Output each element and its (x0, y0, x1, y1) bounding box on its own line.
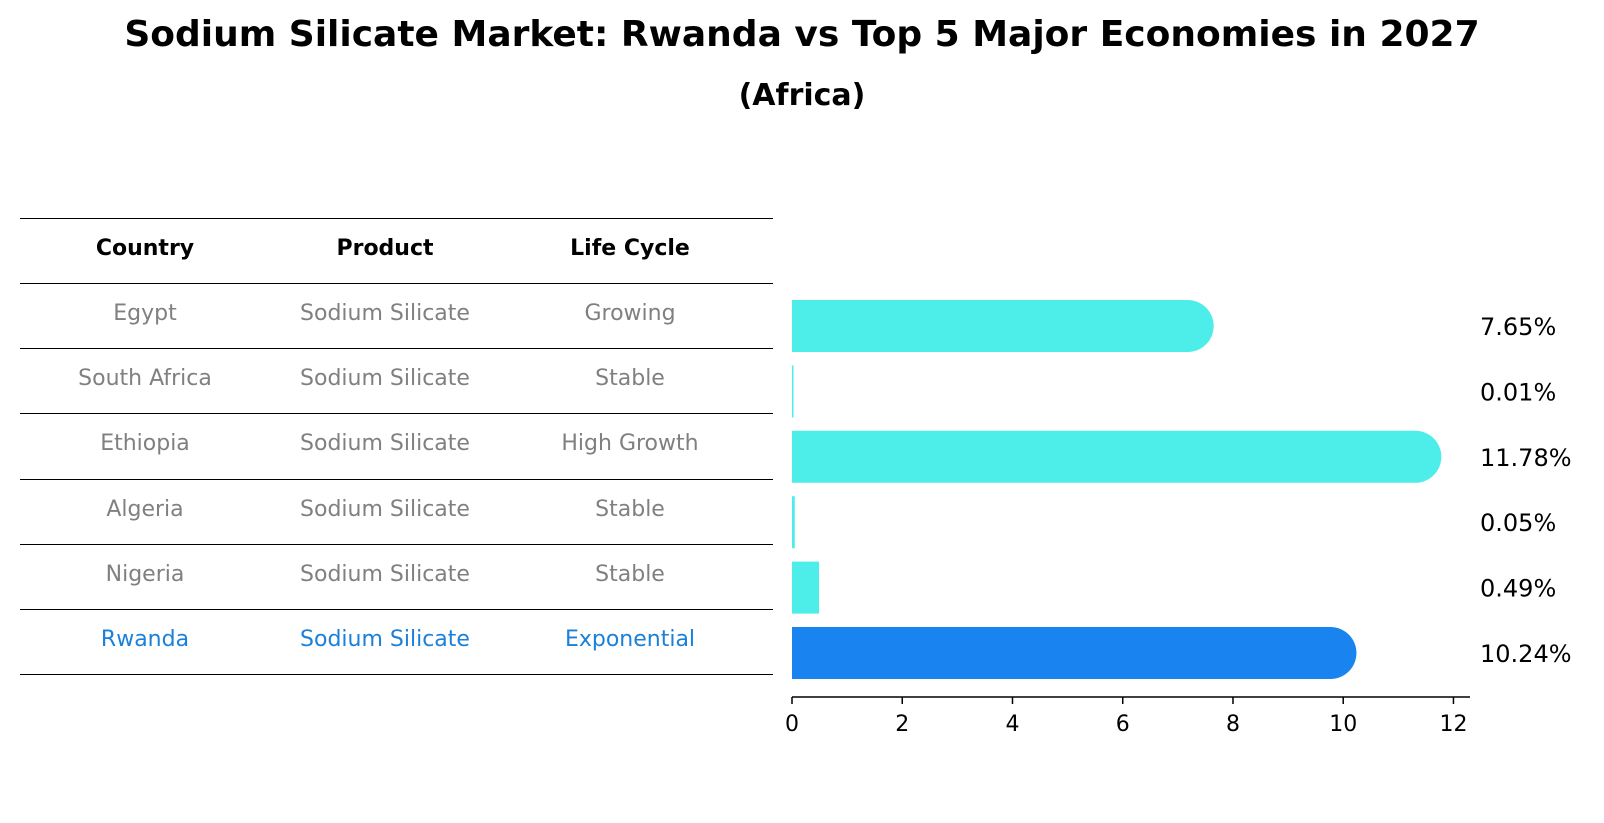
bar-ethiopia (792, 430, 1442, 483)
x-axis-ticks-group: 0 2 4 6 8 10 12 (785, 697, 1467, 737)
table-cell-country: Ethiopia (100, 431, 190, 456)
bar-rwanda (792, 627, 1357, 679)
table-cell-country: Algeria (106, 497, 184, 522)
bar-nigeria (792, 561, 820, 614)
x-tick-label: 6 (1116, 712, 1130, 737)
table-rule (20, 348, 773, 349)
table-rule (20, 479, 773, 480)
x-tick-label: 4 (1005, 712, 1019, 737)
table-rule-top (20, 218, 773, 219)
table-cell-country: Nigeria (105, 562, 185, 587)
x-tick-label: 0 (785, 712, 799, 737)
x-tick-label: 10 (1329, 712, 1357, 737)
x-tick-label: 8 (1226, 712, 1240, 737)
bar-south-africa (792, 365, 794, 418)
header-country: Country (95, 236, 195, 261)
x-tick-label: 2 (895, 712, 909, 737)
table-cell-product: Sodium Silicate (300, 562, 470, 587)
table-cell-life-cycle: Growing (584, 301, 676, 326)
value-label: 10.24% (1480, 640, 1572, 668)
table-cell-product: Sodium Silicate (300, 497, 470, 522)
table-cell-product: Sodium Silicate (300, 301, 470, 326)
chart-subtitle: (Africa) (738, 78, 866, 113)
value-label: 0.05% (1480, 509, 1556, 537)
table-cell-country: South Africa (78, 366, 212, 391)
header-life-cycle: Life Cycle (570, 236, 690, 261)
table-cell-life-cycle: Stable (595, 497, 665, 522)
table-cell-product: Sodium Silicate (300, 366, 470, 391)
table-rule (20, 283, 773, 284)
value-label: 0.49% (1480, 575, 1556, 603)
table-cell-country: Egypt (113, 301, 177, 326)
table-cell-life-cycle: Stable (595, 366, 665, 391)
table-cell-life-cycle: Stable (595, 562, 665, 587)
value-labels-group: 7.65% 0.01% 11.78% 0.05% 0.49% 10.24% (1480, 313, 1572, 668)
chart-title: Sodium Silicate Market: Rwanda vs Top 5 … (124, 14, 1480, 55)
header-product: Product (336, 236, 434, 261)
table-cell-product-highlight: Sodium Silicate (300, 627, 470, 652)
table-cell-country-highlight: Rwanda (100, 627, 190, 652)
value-label: 7.65% (1480, 313, 1556, 341)
x-tick-label: 12 (1439, 712, 1467, 737)
value-label: 11.78% (1480, 444, 1572, 472)
value-label: 0.01% (1480, 378, 1556, 406)
table-rule (20, 609, 773, 610)
bars-group (792, 300, 1442, 679)
table-rule (20, 544, 773, 545)
table-cell-life-cycle-highlight: Exponential (564, 627, 696, 652)
table-rule (20, 413, 773, 414)
bar-algeria (792, 496, 795, 549)
table-rule-bottom (20, 674, 773, 675)
bar-egypt (792, 300, 1214, 352)
table-cell-product: Sodium Silicate (300, 431, 470, 456)
table-cell-life-cycle: High Growth (561, 431, 699, 456)
